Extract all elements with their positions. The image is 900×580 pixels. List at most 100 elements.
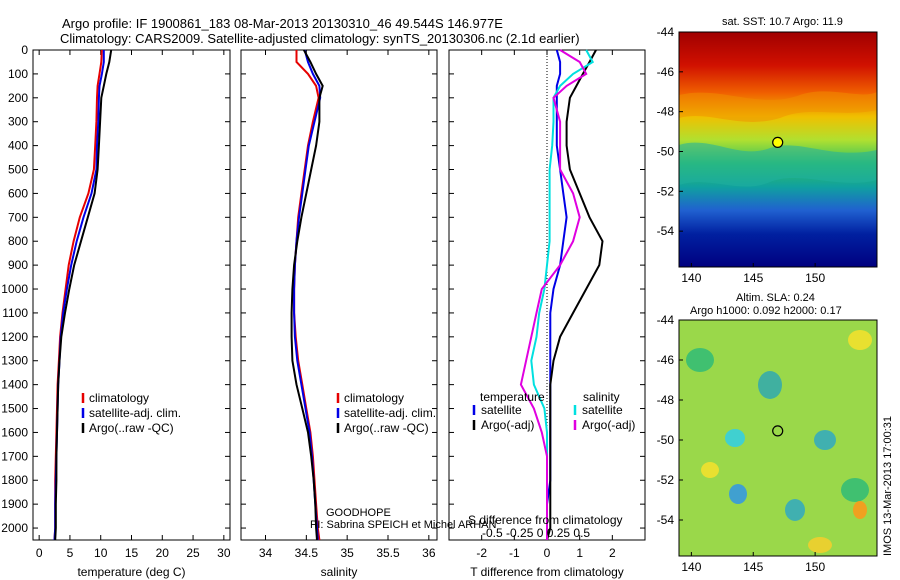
y-tick-label: 1600 <box>1 425 28 439</box>
map-y-tick-label: -44 <box>657 25 675 39</box>
map-y-tick-label: -48 <box>657 393 675 407</box>
y-tick-label: 1000 <box>1 282 28 296</box>
y-tick-label: 1200 <box>1 330 28 344</box>
x-tick-label: 1 <box>576 546 583 560</box>
sst-front-band <box>679 142 877 187</box>
map-x-tick-label: 140 <box>681 560 701 574</box>
sla-eddy <box>725 429 745 447</box>
y-tick-label: 1500 <box>1 402 28 416</box>
sla-high <box>701 462 719 478</box>
x-axis-label: T difference from climatology <box>470 565 624 579</box>
y-tick-label: 500 <box>8 163 28 177</box>
map-y-tick-label: -50 <box>657 433 675 447</box>
series-line <box>293 50 321 541</box>
sst-map: sat. SST: 10.7 Argo: 11.9 140 145 150 -44 -4… <box>657 16 878 285</box>
series-line <box>290 49 324 541</box>
y-tick-label: 1900 <box>1 497 28 511</box>
y-tick-label: 200 <box>8 91 28 105</box>
legend-label: Argo(-adj) <box>481 418 534 432</box>
map-y-tick-label: -48 <box>657 105 675 119</box>
top-axis-label: S difference from climatology <box>468 513 623 527</box>
y-tick-label: 1100 <box>2 306 28 320</box>
legend-label: Argo(..raw -QC) <box>89 421 174 435</box>
y-tick-label: 400 <box>8 139 28 153</box>
sla-eddy <box>729 484 747 504</box>
y-tick-label: 1800 <box>1 473 28 487</box>
legend-label: Argo(..raw -QC) <box>344 421 429 435</box>
y-tick-label: 600 <box>8 186 28 200</box>
sla-high <box>808 537 832 553</box>
x-tick-label: 5 <box>67 546 74 560</box>
x-tick-label: 35.5 <box>376 546 400 560</box>
x-axis-label: temperature (deg C) <box>77 565 185 579</box>
map-y-tick-label: -46 <box>657 353 675 367</box>
top-tick-labels: -0.5 -0.25 0 0.25 0.5 <box>482 526 590 540</box>
legend-label: satellite-adj. clim. <box>89 406 181 420</box>
timestamp-label: IMOS 13-Mar-2013 17:00:31 <box>882 416 894 556</box>
x-tick-label: 10 <box>94 546 108 560</box>
map-x-tick-label: 150 <box>805 560 825 574</box>
legend-label: Argo(-adj) <box>582 418 635 432</box>
sla-map-axes: 140 145 150 -44 -46 -48 -50 -52 -54 <box>657 313 826 574</box>
map-x-tick-label: 150 <box>805 271 825 285</box>
y-tick-label: 900 <box>8 258 28 272</box>
sla-eddy <box>814 430 836 450</box>
map-x-tick-label: 145 <box>743 560 763 574</box>
map-x-tick-label: 145 <box>743 271 763 285</box>
map-y-tick-label: -44 <box>657 313 675 327</box>
plot-frame <box>32 49 231 541</box>
legend-label: satellite <box>481 403 522 417</box>
y-tick-label: 300 <box>8 115 28 129</box>
sla-high <box>853 501 867 519</box>
sla-float-marker <box>772 425 784 437</box>
sla-map-title: Altim. SLA: 0.24 <box>736 292 815 304</box>
y-tick-label: 1300 <box>1 354 28 368</box>
x-tick-label: 25 <box>186 546 200 560</box>
x-tick-label: 2 <box>609 546 616 560</box>
temperature-panel: 0 5 10 15 20 25 30 temperature (deg C) 0 100 200 30… <box>1 43 231 579</box>
series-line <box>293 49 322 541</box>
x-tick-label: -2 <box>476 546 487 560</box>
x-tick-label: 35 <box>340 546 354 560</box>
series-line <box>54 49 113 541</box>
map-y-tick-label: -46 <box>657 65 675 79</box>
y-tick-label: 2000 <box>1 521 28 535</box>
y-tick-label: 100 <box>8 67 28 81</box>
figure-title-line2: Climatology: CARS2009. Satellite-adjuste… <box>60 31 580 46</box>
map-y-tick-label: -50 <box>657 144 675 158</box>
x-tick-label: 30 <box>217 546 231 560</box>
y-tick-label: 0 <box>21 43 28 57</box>
series-line <box>546 49 604 541</box>
plot-frame <box>240 49 438 541</box>
map-x-tick-label: 140 <box>681 271 701 285</box>
difference-panel: -2 -1 0 1 2 T difference from climatology S di… <box>448 49 646 579</box>
sla-high <box>848 330 872 350</box>
sst-warm-tongue <box>679 91 877 122</box>
pi-label: PI: Sabrina SPEICH et Michel ARHAN <box>310 519 497 531</box>
legend-label: satellite-adj. clim. <box>344 406 436 420</box>
map-y-tick-label: -54 <box>657 513 675 527</box>
series-line <box>519 49 588 540</box>
legend-label: climatology <box>344 391 404 405</box>
legend-title: salinity <box>583 390 620 404</box>
x-axis-label: salinity <box>321 565 358 579</box>
legend-title: temperature <box>480 390 545 404</box>
x-tick-label: 0 <box>36 546 43 560</box>
y-tick-label: 800 <box>8 234 28 248</box>
y-tick-label: 1400 <box>1 378 28 392</box>
y-tick-label: 700 <box>8 210 28 224</box>
sla-eddy <box>686 348 714 372</box>
legend-label: satellite <box>582 403 623 417</box>
map-y-tick-label: -52 <box>657 473 675 487</box>
y-tick-label: 1700 <box>1 449 28 463</box>
map-y-tick-label: -52 <box>657 184 675 198</box>
sst-map-axes: 140 145 150 -44 -46 -48 -50 -52 -54 <box>657 25 826 285</box>
x-tick-label: 36 <box>422 546 436 560</box>
series-line <box>53 49 103 541</box>
project-label: GOODHOPE <box>326 507 391 519</box>
x-tick-label: 34 <box>259 546 273 560</box>
sla-eddy <box>841 478 869 502</box>
sla-map: Altim. SLA: 0.24 Argo h1000: 0.092 h2000… <box>657 292 878 574</box>
sst-float-marker <box>772 136 784 148</box>
